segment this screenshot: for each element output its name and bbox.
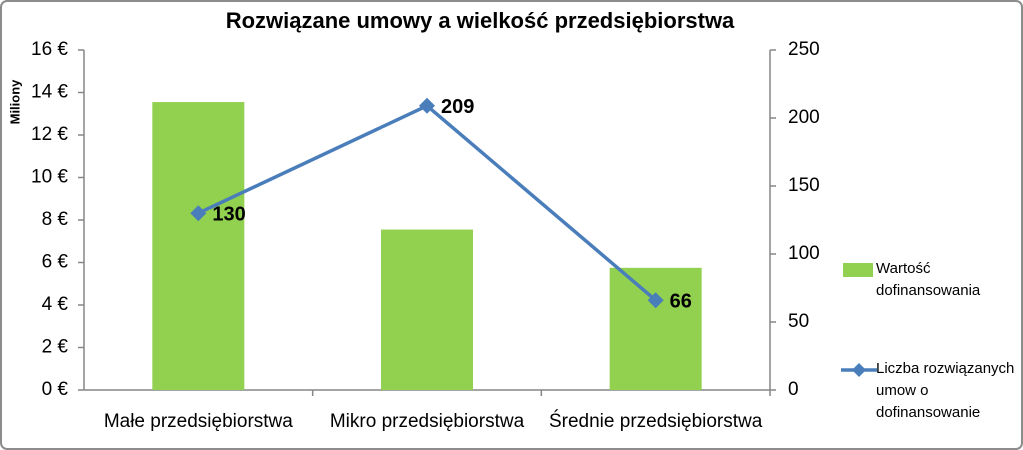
legend-swatch (843, 263, 873, 277)
y-tick-label: 16 € (31, 39, 68, 60)
marker (190, 205, 207, 222)
y-tick-label: 12 € (31, 124, 68, 145)
legend-label: Liczba rozwiązanych umow o dofinansowani… (876, 360, 1015, 421)
y-tick-label: 2 € (42, 337, 69, 358)
y2-tick-label: 100 (788, 243, 820, 264)
y2-tick-label: 250 (788, 39, 820, 60)
marker (647, 292, 664, 309)
y-tick-label: 6 € (42, 252, 69, 273)
marker (419, 97, 435, 114)
y2-tick-label: 150 (788, 175, 820, 196)
chart-title: Rozwiązane umowy a wielkość przedsiębior… (226, 8, 735, 33)
x-tick-label: Małe przedsiębiorstwa (104, 411, 293, 432)
y-tick-label: 8 € (42, 209, 69, 230)
y-tick-label: 14 € (31, 82, 68, 103)
y2-tick-label: 50 (788, 311, 809, 332)
bar (609, 267, 702, 390)
data-label: 66 (670, 291, 692, 313)
data-label: 209 (441, 96, 474, 118)
x-tick-label: Średnie przedsiębiorstwa (549, 410, 763, 432)
x-tick-label: Mikro przedsiębiorstwa (330, 411, 525, 432)
y-tick-label: 10 € (31, 167, 68, 188)
y2-tick-label: 0 (788, 379, 799, 400)
y-axis-title: Miliony (7, 79, 22, 125)
bar (381, 229, 473, 390)
y-tick-label: 4 € (42, 294, 69, 315)
y2-tick-label: 200 (788, 107, 820, 128)
bar (152, 102, 245, 390)
legend-label: Wartość dofinansowania (876, 260, 981, 299)
data-label: 130 (212, 203, 245, 225)
legend-swatch (852, 363, 866, 377)
y-tick-label: 0 € (42, 379, 69, 400)
